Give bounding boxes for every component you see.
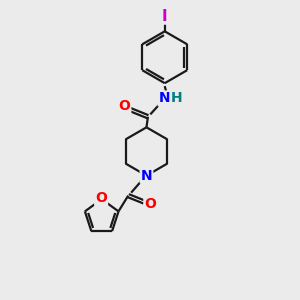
Text: O: O [95,191,107,205]
Text: N: N [159,92,170,106]
Text: O: O [118,99,130,113]
Text: N: N [141,169,152,183]
Text: H: H [171,92,182,106]
Text: O: O [144,196,156,211]
Text: I: I [162,8,167,23]
